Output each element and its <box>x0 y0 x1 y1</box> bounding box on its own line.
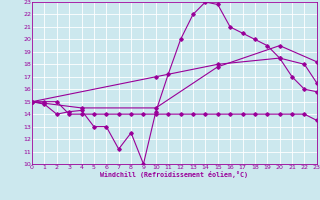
X-axis label: Windchill (Refroidissement éolien,°C): Windchill (Refroidissement éolien,°C) <box>100 171 248 178</box>
